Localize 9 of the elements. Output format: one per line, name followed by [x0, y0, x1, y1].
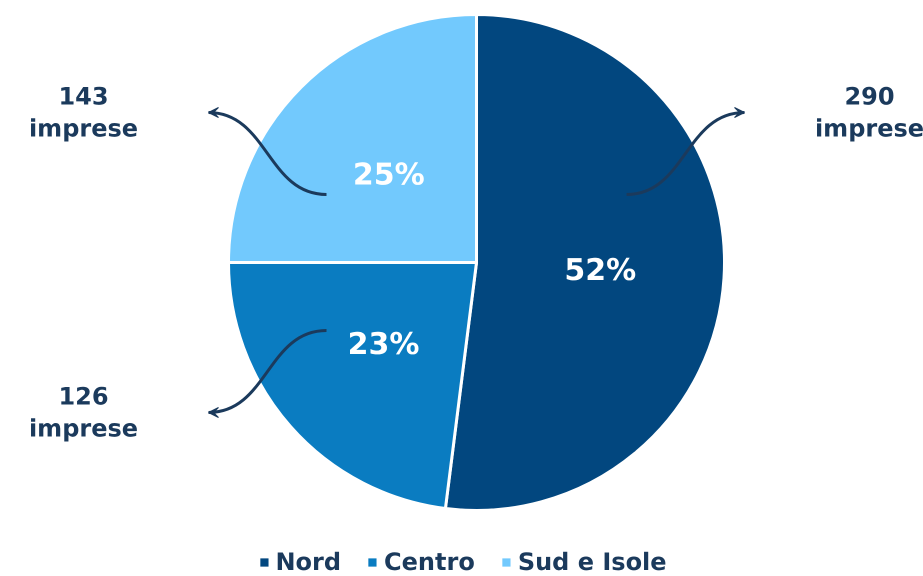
text: 126 imprese: [28, 382, 138, 443]
data-label: 52%: [564, 252, 636, 288]
data-label: 25%: [352, 157, 425, 192]
text: 290 imprese: [814, 82, 923, 143]
data-label: 23%: [348, 327, 420, 362]
legend-label: Sud e Isole: [518, 548, 667, 576]
legend-label: Centro: [384, 548, 475, 576]
text: 143 imprese: [28, 82, 138, 143]
legend-label: Nord: [275, 548, 342, 576]
